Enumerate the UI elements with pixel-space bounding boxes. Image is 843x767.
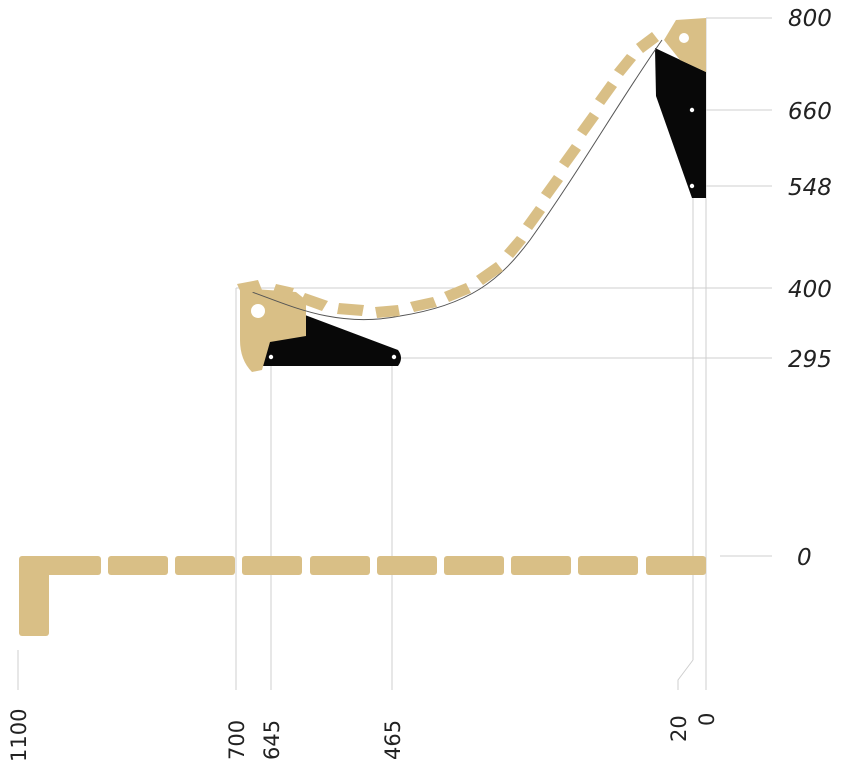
end-post [19,556,49,636]
curved-track [239,39,663,321]
curved-slat [577,112,599,136]
distance-label-20: 20 [667,715,691,742]
curved-slat [636,32,659,53]
curved-slat [410,297,437,312]
height-labels: 800 660 548 400 295 0 [788,6,832,571]
bolt-hole [679,33,689,43]
rivet [689,107,695,113]
slat [646,556,706,575]
slat [377,556,437,575]
distance-labels: 1100 700 645 465 20 0 [7,709,719,762]
slat [108,556,168,575]
distance-label-1100: 1100 [7,709,31,762]
horizontal-guides [236,17,772,557]
slat [242,556,302,575]
slat [310,556,370,575]
slat [41,556,101,575]
slat [511,556,571,575]
height-label-295: 295 [788,347,832,373]
curved-slat [337,303,364,316]
curved-slat [559,144,581,168]
distance-label-645: 645 [260,720,284,760]
curved-slat [504,236,526,258]
curved-slat [595,81,617,105]
upper-bracket [655,18,706,198]
height-label-548: 548 [788,175,832,201]
lower-bracket [240,288,401,372]
curved-slat [476,262,503,285]
height-label-800: 800 [788,6,832,32]
rivet [268,354,274,360]
height-label-400: 400 [788,277,832,303]
curved-slat [272,284,294,299]
slat [444,556,504,575]
slat [175,556,235,575]
upper-metal-bracket [655,48,706,198]
curved-slat [614,54,636,76]
upper-wood-block [664,18,706,72]
height-label-0: 0 [797,545,812,571]
rivet [689,183,695,189]
rivet [391,354,397,360]
flat-slat-strip [19,556,706,636]
slat [578,556,638,575]
curved-slat [541,175,563,199]
bolt-hole [251,304,265,318]
curved-slats [237,32,659,318]
curved-slat [523,206,545,230]
curved-slat [300,293,328,311]
curved-slat [375,305,400,318]
distance-label-0: 0 [695,713,719,726]
distance-label-700: 700 [225,720,249,760]
distance-label-465: 465 [381,720,405,760]
height-label-660: 660 [788,99,832,125]
curved-slat [237,280,262,295]
curved-slat [444,283,471,302]
